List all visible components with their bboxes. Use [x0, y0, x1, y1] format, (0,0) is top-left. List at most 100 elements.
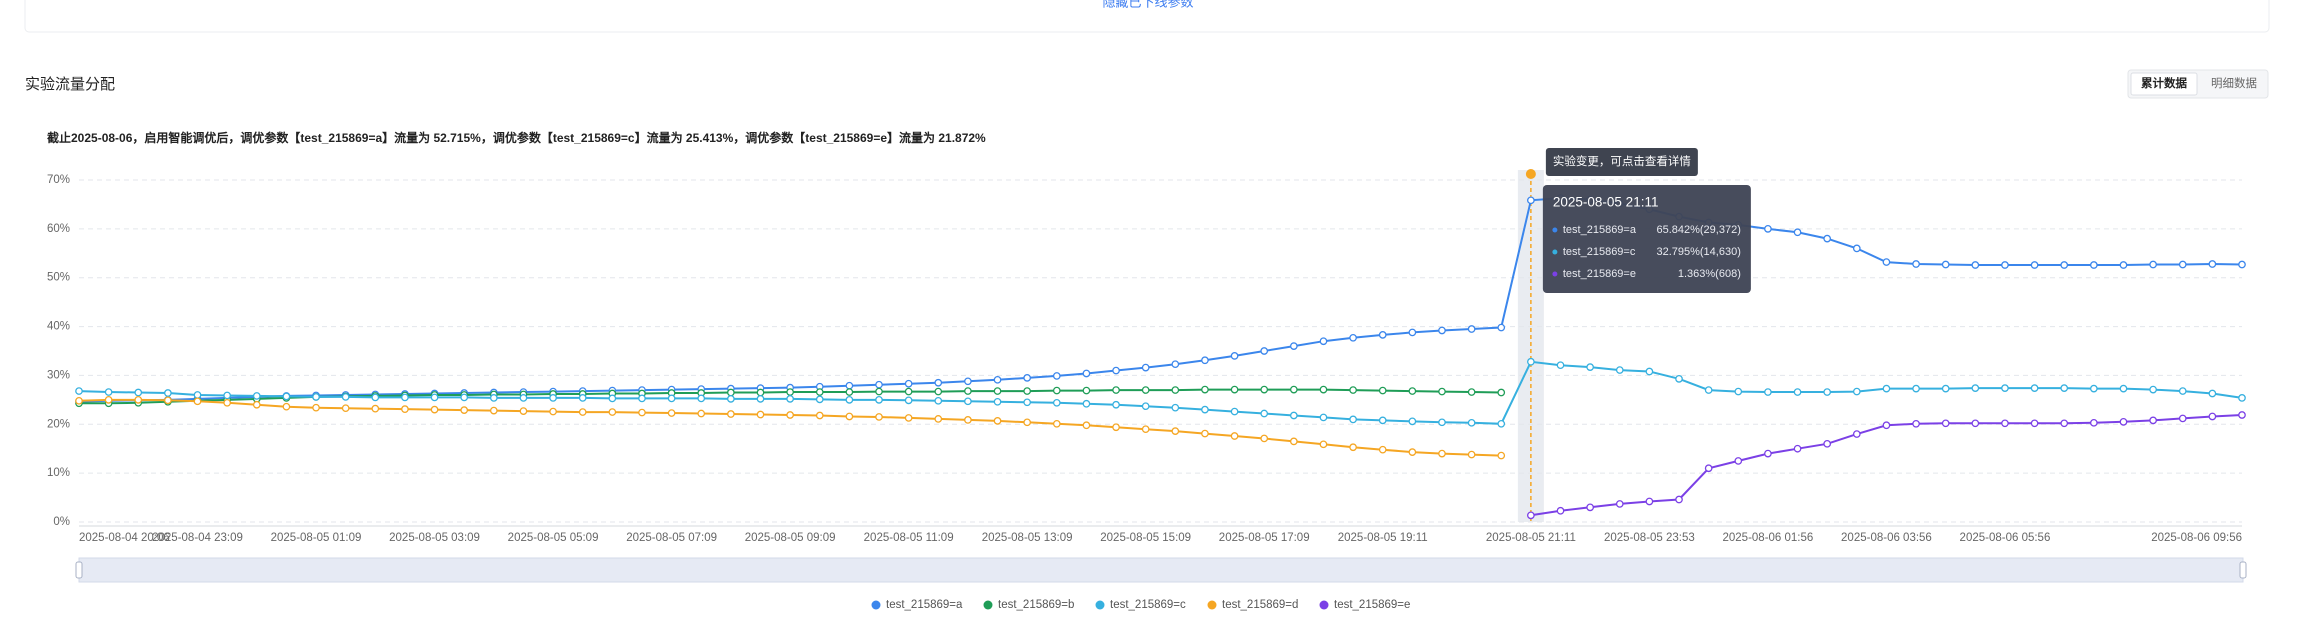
data-point: [1882, 421, 1891, 430]
tooltip-name: test_215869=e: [1563, 268, 1636, 280]
zoom-handle[interactable]: [2239, 561, 2247, 579]
annotation-box: [1545, 148, 1698, 176]
data-point: [1319, 385, 1328, 394]
data-point: [993, 375, 1002, 384]
data-point: [2030, 384, 2039, 392]
data-point: [1260, 385, 1269, 394]
y-tick-label: 50%: [47, 272, 70, 284]
data-point: [1941, 384, 1950, 393]
top-card: [24, 0, 2270, 33]
data-point: [341, 404, 350, 413]
data-point: [193, 397, 202, 406]
zoom-slider[interactable]: [78, 557, 2244, 583]
data-point: [1467, 450, 1476, 459]
data-point: [104, 396, 113, 404]
data-point: [2060, 384, 2069, 392]
data-point: [1704, 386, 1713, 394]
data-point: [638, 408, 646, 417]
legend-dot[interactable]: [1319, 600, 1329, 610]
data-point: [519, 407, 528, 415]
data-point: [1141, 363, 1150, 372]
data-point: [1171, 427, 1180, 435]
x-tick-label: 2025-08-05 01:09: [271, 532, 362, 544]
legend-dot[interactable]: [871, 600, 881, 610]
data-point: [1201, 429, 1209, 438]
data-point: [845, 381, 854, 390]
data-point: [1408, 387, 1417, 395]
data-point: [1378, 416, 1387, 425]
annotation-text: 实验变更，可点击查看详情: [1553, 154, 1691, 168]
data-point: [578, 408, 587, 416]
data-point: [1171, 386, 1180, 394]
data-point: [549, 407, 557, 416]
data-point: [2149, 260, 2157, 269]
legend-label[interactable]: test_215869=d: [1222, 599, 1298, 611]
data-point: [1141, 425, 1150, 434]
data-point: [312, 403, 320, 412]
x-tick-label: 2025-08-06 03:56: [1841, 532, 1932, 544]
x-tick-label: 2025-08-05 13:09: [982, 532, 1073, 544]
x-tick-label: 2025-08-05 17:09: [1219, 532, 1310, 544]
y-tick-label: 70%: [47, 174, 70, 186]
legend-dot[interactable]: [983, 600, 993, 610]
data-point: [667, 394, 676, 403]
data-point: [2238, 394, 2246, 402]
data-point: [2119, 417, 2128, 426]
data-point: [1882, 384, 1891, 393]
data-point: [2030, 419, 2039, 428]
data-point: [223, 391, 232, 400]
legend-label[interactable]: test_215869=c: [1110, 599, 1186, 611]
data-point: [1349, 415, 1357, 424]
data-point: [1082, 386, 1091, 395]
data-point: [1852, 387, 1861, 396]
legend-label[interactable]: test_215869=b: [998, 599, 1074, 611]
legend-dot[interactable]: [1095, 600, 1105, 610]
tab[interactable]: 明细数据: [2211, 76, 2257, 90]
data-point: [1823, 234, 1832, 243]
data-point: [1260, 347, 1269, 355]
data-point: [1527, 511, 1535, 520]
data-point: [934, 387, 943, 396]
tooltip-name: test_215869=c: [1563, 246, 1636, 258]
data-point: [1467, 418, 1476, 427]
top-link[interactable]: 隐藏已下线参数: [1102, 0, 1193, 9]
x-tick-label: 2025-08-05 19:11: [1338, 532, 1428, 544]
data-point: [1289, 411, 1298, 420]
event-dot[interactable]: [1525, 169, 1536, 179]
tooltip-dot: [1552, 249, 1558, 255]
data-point: [875, 413, 883, 421]
data-point: [1201, 405, 1209, 414]
legend-label[interactable]: test_215869=a: [886, 599, 963, 611]
data-point: [164, 396, 172, 405]
data-point: [934, 396, 943, 405]
data-point: [1023, 374, 1032, 382]
section-title: 实验流量分配: [25, 76, 115, 93]
data-point: [1764, 225, 1772, 233]
data-point: [845, 396, 854, 404]
tooltip-value: 65.842%(29,372): [1656, 224, 1740, 236]
data-point: [1793, 444, 1802, 453]
data-point: [2089, 261, 2098, 269]
data-point: [401, 405, 409, 413]
data-point: [1497, 388, 1506, 397]
tab[interactable]: 累计数据: [2141, 76, 2187, 90]
x-tick-label: 2025-08-06 09:56: [2151, 532, 2242, 544]
data-point: [1971, 419, 1980, 428]
data-point: [2001, 384, 2009, 392]
data-point: [993, 397, 1002, 406]
zoom-handle[interactable]: [75, 561, 83, 579]
data-point: [608, 408, 617, 416]
x-tick-label: 2025-08-05 05:09: [508, 532, 599, 544]
data-point: [1112, 400, 1120, 409]
data-point: [1082, 369, 1091, 378]
legend-label[interactable]: test_215869=e: [1334, 599, 1410, 611]
data-point: [934, 415, 943, 423]
data-point: [282, 402, 291, 411]
data-point: [1971, 261, 1980, 269]
data-point: [519, 394, 528, 402]
data-point: [756, 410, 765, 419]
tooltip-name: test_215869=a: [1563, 224, 1637, 236]
data-point: [1082, 421, 1091, 430]
legend-dot[interactable]: [1207, 600, 1217, 610]
